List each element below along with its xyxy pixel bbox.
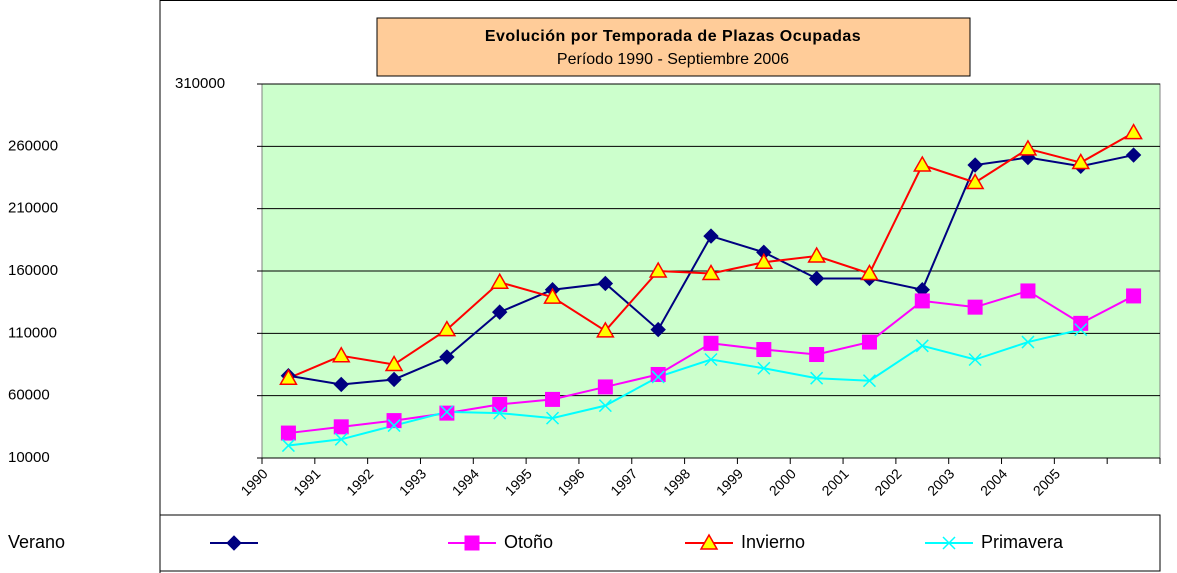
y-tick-label: 260000: [8, 137, 58, 154]
marker: [439, 405, 455, 421]
marker: [914, 293, 930, 309]
x-tick-label: 1994: [449, 465, 482, 498]
title-box: [376, 17, 971, 77]
marker: [492, 396, 508, 412]
marker: [226, 535, 242, 551]
marker: [809, 347, 825, 363]
marker: [1073, 315, 1089, 331]
x-tick-label: 1990: [237, 465, 270, 498]
marker: [490, 272, 509, 289]
marker: [861, 334, 877, 350]
y-tick-label: 160000: [8, 262, 58, 279]
marker: [598, 399, 612, 413]
marker: [808, 270, 825, 287]
marker: [648, 261, 668, 278]
marker: [965, 172, 985, 190]
marks: [279, 123, 1143, 453]
x-tick-label: 2002: [871, 465, 904, 498]
y-tick-label: 110000: [8, 324, 57, 341]
marker: [968, 352, 982, 367]
legend-label: Otoño: [504, 532, 553, 552]
marker: [913, 155, 932, 172]
marker: [862, 374, 877, 388]
marker: [1020, 283, 1036, 299]
marker: [703, 335, 719, 351]
marker: [701, 263, 721, 281]
marker: [545, 391, 561, 407]
chart-title: Evolución por Temporada de Plazas Ocupad…: [485, 28, 861, 45]
legend: Verano Otoño Invierno Primavera: [8, 532, 1064, 552]
series-line: [288, 328, 1081, 447]
marker: [439, 349, 455, 365]
marker: [384, 354, 404, 372]
marker: [915, 339, 929, 353]
marker: [281, 439, 295, 453]
marker: [967, 299, 983, 315]
x-tick-label: 1996: [554, 465, 587, 498]
marker: [545, 411, 560, 425]
x-tick-label: 2003: [924, 465, 957, 498]
marker: [491, 304, 508, 320]
x-tick-label: 2000: [766, 465, 799, 498]
legend-label: Verano: [8, 532, 65, 552]
marker: [1018, 139, 1038, 156]
marker: [650, 366, 666, 382]
marker: [597, 379, 613, 395]
y-tick-label: 210000: [8, 200, 58, 217]
marker: [1126, 288, 1142, 304]
marker: [464, 535, 480, 551]
marker: [704, 352, 718, 367]
x-tick-label: 2001: [818, 465, 851, 498]
marker: [279, 368, 298, 385]
marker: [967, 157, 983, 173]
y-tick-label: 10000: [8, 449, 50, 466]
chart-subtitle: Período 1990 - Septiembre 2006: [557, 51, 789, 68]
marker: [331, 346, 351, 363]
marker: [1021, 335, 1035, 349]
marker: [386, 413, 402, 429]
marker: [386, 371, 402, 388]
x-tick-label: 1993: [396, 465, 429, 498]
x-tick-label: 1992: [343, 465, 376, 498]
marker: [596, 321, 615, 338]
legend-box: [159, 514, 1161, 572]
marker: [810, 371, 824, 385]
marker: [754, 252, 774, 270]
x-tick-label: 1998: [660, 465, 693, 498]
x-tick-label: 2005: [1030, 465, 1063, 498]
marker: [440, 405, 454, 419]
marker: [703, 228, 719, 244]
marker: [543, 287, 562, 304]
marker: [860, 263, 879, 281]
marker: [334, 432, 348, 446]
marker: [699, 533, 719, 550]
marker: [1125, 147, 1142, 163]
marker: [280, 425, 296, 441]
x-tick-label: 1995: [502, 465, 535, 498]
marker: [333, 376, 349, 393]
marker: [651, 370, 665, 384]
marker: [387, 419, 401, 433]
x-tick-label: 1997: [607, 465, 640, 498]
marker: [942, 536, 956, 550]
x-tick-label: 1999: [713, 465, 746, 498]
marker: [333, 419, 349, 435]
y-tick-label: 60000: [8, 387, 50, 404]
marker: [1074, 323, 1088, 337]
marker: [756, 342, 772, 358]
marker: [807, 246, 826, 263]
marker: [1071, 153, 1091, 170]
marker: [597, 275, 614, 292]
x-tick-label: 1991: [290, 465, 323, 498]
legend-label: Invierno: [741, 532, 805, 552]
x-tick-label: 2004: [977, 465, 1010, 498]
legend-label: Primavera: [981, 532, 1064, 552]
marker: [437, 320, 457, 337]
marker: [1124, 123, 1143, 140]
marker: [757, 361, 771, 375]
y-tick-label: 310000: [175, 75, 225, 92]
marker: [493, 406, 507, 420]
marker: [650, 321, 666, 338]
